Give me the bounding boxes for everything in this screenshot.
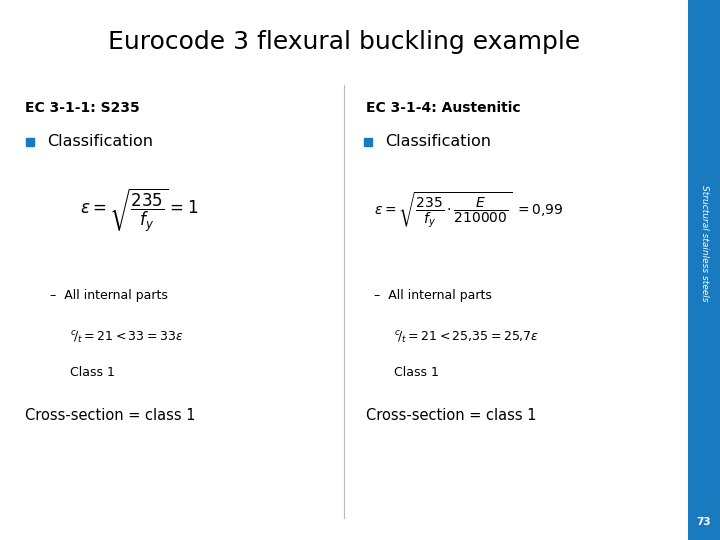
Text: Class 1: Class 1: [394, 366, 439, 379]
Text: Structural stainless steels: Structural stainless steels: [700, 185, 708, 301]
Text: $\varepsilon = \sqrt{\dfrac{235}{f_y}\cdot\dfrac{E}{210000}}\ =0{,}99$: $\varepsilon = \sqrt{\dfrac{235}{f_y}\cd…: [374, 190, 564, 230]
Text: Classification: Classification: [47, 134, 153, 150]
Text: $\varepsilon = \sqrt{\dfrac{235}{f_y}} = 1$: $\varepsilon = \sqrt{\dfrac{235}{f_y}} =…: [80, 186, 198, 234]
Text: –  All internal parts: – All internal parts: [50, 288, 168, 301]
Text: Classification: Classification: [385, 134, 491, 150]
Text: Eurocode 3 flexural buckling example: Eurocode 3 flexural buckling example: [108, 30, 580, 54]
Text: Class 1: Class 1: [70, 366, 115, 379]
Text: EC 3-1-1: S235: EC 3-1-1: S235: [25, 101, 140, 115]
Text: 73: 73: [697, 517, 711, 527]
Text: Cross-section = class 1: Cross-section = class 1: [25, 408, 196, 422]
Text: ${}^c\!/_{t} = 21 < 33 = 33\varepsilon$: ${}^c\!/_{t} = 21 < 33 = 33\varepsilon$: [70, 330, 184, 346]
Text: EC 3-1-4: Austenitic: EC 3-1-4: Austenitic: [366, 101, 521, 115]
Text: ${}^c\!/_{t} = 21 < 25{,}35 = 25{,}7\varepsilon$: ${}^c\!/_{t} = 21 < 25{,}35 = 25{,}7\var…: [394, 330, 539, 346]
Bar: [688, 0, 720, 540]
Text: –  All internal parts: – All internal parts: [374, 288, 492, 301]
Text: Cross-section = class 1: Cross-section = class 1: [366, 408, 536, 422]
